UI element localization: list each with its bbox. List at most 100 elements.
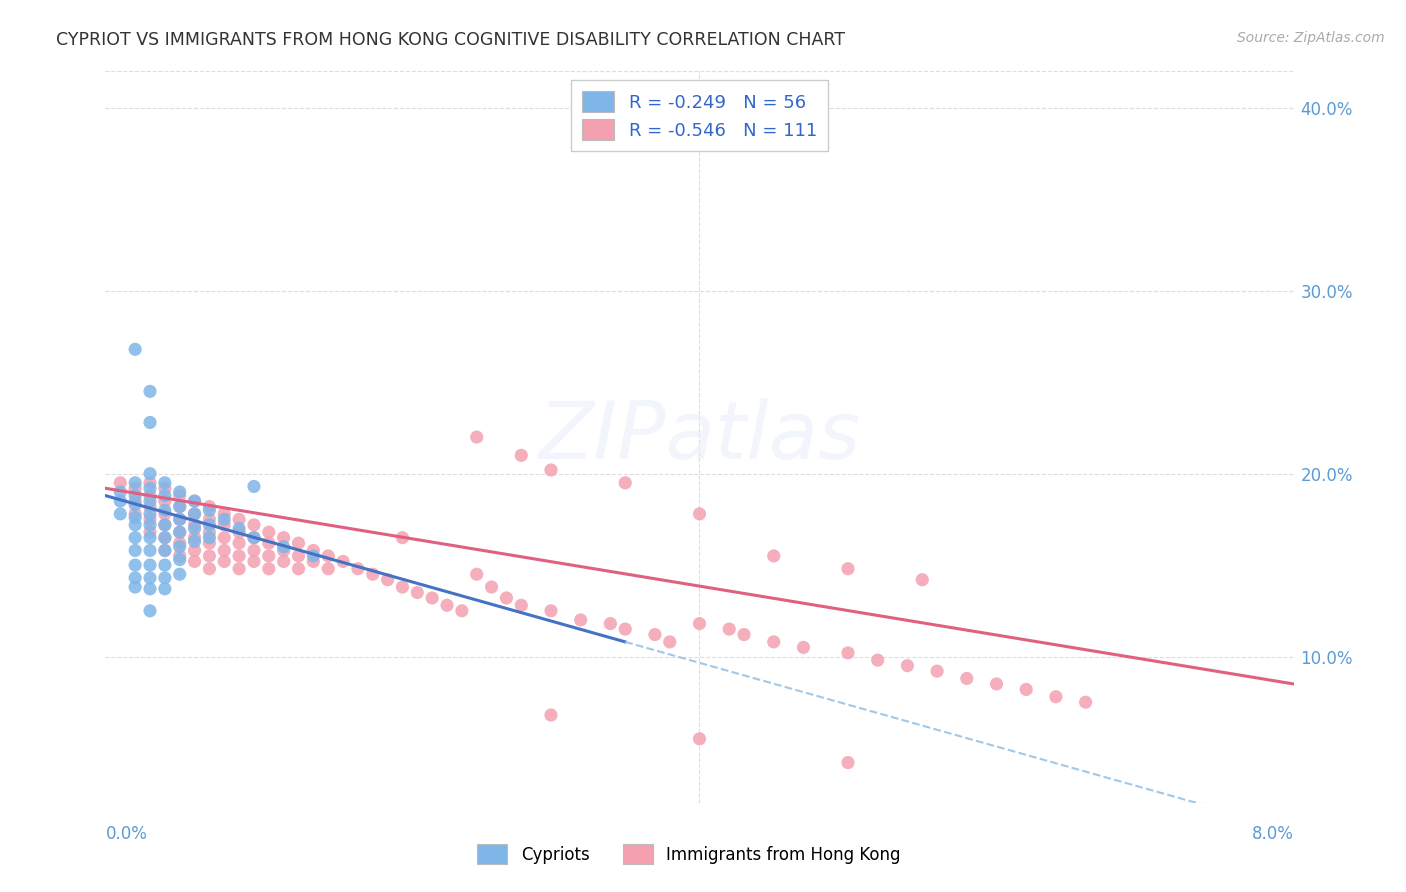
Point (540, 463, 562, 477)
Point (214, 507, 236, 521)
Point (169, 500, 191, 514)
Point (391, 531, 413, 545)
Point (153, 507, 176, 521)
Point (153, 558, 176, 573)
Point (169, 549, 191, 563)
Point (927, 664, 949, 678)
Point (124, 489, 146, 503)
Point (287, 562, 309, 576)
Point (658, 635, 681, 649)
Point (214, 531, 236, 545)
Point (153, 475, 176, 490)
Point (198, 503, 221, 517)
Point (198, 549, 221, 563)
Point (214, 512, 236, 526)
Point (243, 554, 266, 568)
Point (986, 677, 1008, 691)
Point (689, 616, 711, 631)
Point (183, 554, 205, 568)
Point (153, 543, 176, 558)
Point (169, 540, 191, 554)
Point (124, 498, 146, 512)
Point (139, 517, 162, 532)
Text: ZIPatlas: ZIPatlas (538, 398, 860, 476)
Point (110, 475, 132, 490)
Point (450, 604, 472, 618)
Point (198, 512, 221, 526)
Point (614, 622, 637, 636)
Point (228, 521, 250, 535)
Point (124, 580, 146, 594)
Legend: Cypriots, Immigrants from Hong Kong: Cypriots, Immigrants from Hong Kong (471, 838, 907, 871)
Point (139, 416, 162, 430)
Point (257, 562, 280, 576)
Point (896, 658, 918, 673)
Point (391, 580, 413, 594)
Point (124, 343, 146, 357)
Point (332, 554, 354, 568)
Point (436, 599, 458, 613)
Point (110, 507, 132, 521)
Point (139, 494, 162, 508)
Point (153, 531, 176, 545)
Point (465, 430, 488, 444)
Point (273, 554, 295, 568)
Point (733, 627, 755, 641)
Text: Source: ZipAtlas.com: Source: ZipAtlas.com (1237, 31, 1385, 45)
Point (153, 489, 176, 503)
Point (257, 525, 280, 540)
Point (228, 525, 250, 540)
Point (110, 494, 132, 508)
Point (228, 549, 250, 563)
Point (287, 549, 309, 563)
Point (153, 503, 176, 517)
Point (169, 525, 191, 540)
Point (153, 582, 176, 596)
Point (169, 536, 191, 550)
Point (198, 562, 221, 576)
Point (361, 567, 384, 582)
Point (257, 549, 280, 563)
Point (153, 517, 176, 532)
Point (183, 517, 205, 532)
Point (139, 571, 162, 585)
Text: 0.0%: 0.0% (105, 825, 148, 843)
Point (139, 489, 162, 503)
Point (183, 494, 205, 508)
Point (139, 384, 162, 399)
Point (198, 500, 221, 514)
Point (153, 494, 176, 508)
Point (214, 543, 236, 558)
Point (153, 481, 176, 495)
Point (420, 591, 443, 605)
Point (139, 525, 162, 540)
Point (169, 489, 191, 503)
Point (183, 507, 205, 521)
Point (792, 640, 814, 655)
Point (718, 622, 741, 636)
Point (183, 507, 205, 521)
Point (139, 604, 162, 618)
Point (124, 475, 146, 490)
Point (139, 481, 162, 495)
Point (406, 585, 429, 599)
Point (495, 591, 517, 605)
Point (139, 475, 162, 490)
Point (169, 512, 191, 526)
Point (124, 571, 146, 585)
Point (614, 475, 637, 490)
Point (183, 543, 205, 558)
Point (302, 543, 325, 558)
Point (169, 567, 191, 582)
Point (837, 646, 859, 660)
Point (243, 479, 266, 493)
Point (139, 512, 162, 526)
Point (273, 543, 295, 558)
Point (124, 494, 146, 508)
Point (169, 512, 191, 526)
Point (169, 525, 191, 540)
Point (153, 543, 176, 558)
Point (644, 627, 666, 641)
Point (257, 536, 280, 550)
Point (139, 507, 162, 521)
